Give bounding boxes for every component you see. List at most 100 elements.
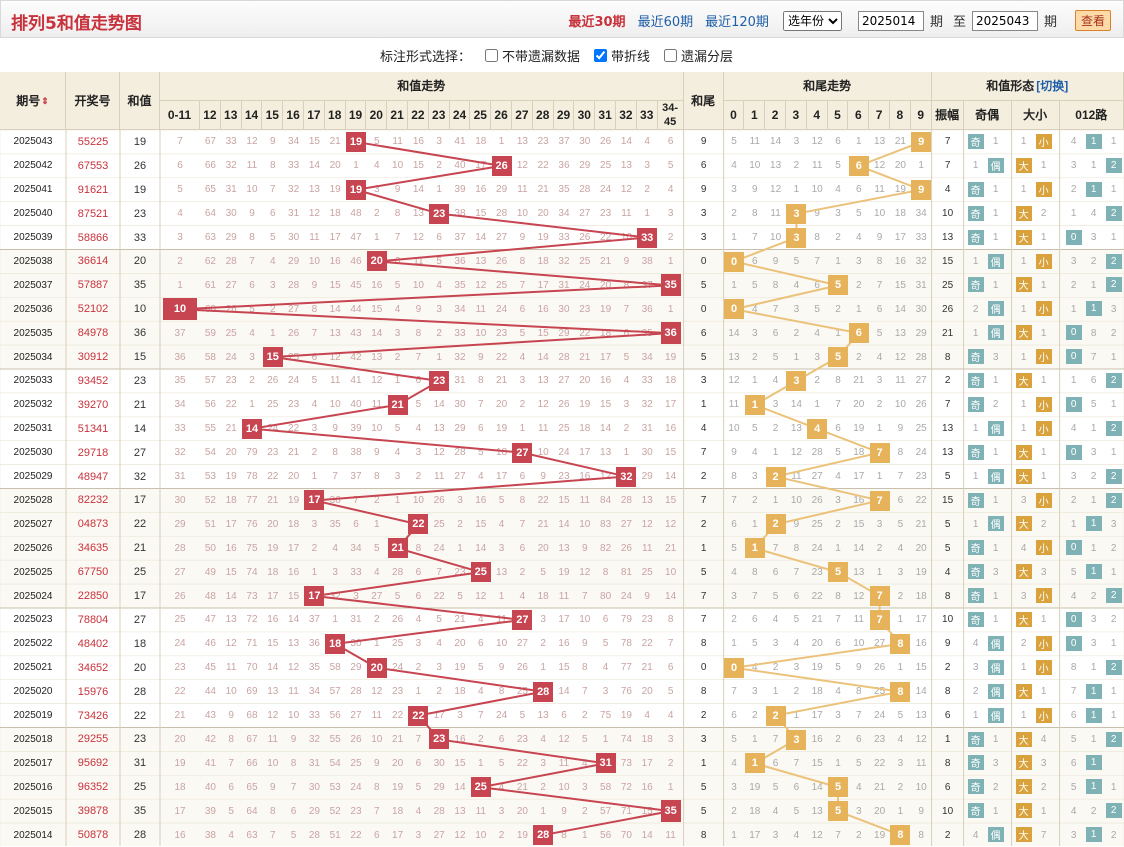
sum-col-header: 14 xyxy=(241,101,263,130)
issue-number: 2025031 xyxy=(13,423,53,435)
issue-number: 2025040 xyxy=(13,208,53,220)
sum-missing-count: 18 xyxy=(174,781,186,793)
route-badge: 2 xyxy=(1105,373,1122,388)
tail-missing-count: 17 xyxy=(811,710,823,722)
sum-missing-count: 77 xyxy=(620,662,632,674)
col-header-issue[interactable]: 期号 ⇕ xyxy=(0,72,66,130)
from-issue-input[interactable] xyxy=(857,10,924,31)
route-missing-count: 3 xyxy=(1090,232,1097,244)
sum-missing-count: 8 xyxy=(270,160,276,172)
link-recent-120[interactable]: 最近120期 xyxy=(705,15,769,30)
year-select[interactable]: 选年份 xyxy=(782,10,842,31)
to-prefix: 至 xyxy=(952,15,966,30)
sum-missing-count: 65 xyxy=(204,184,216,196)
sum-missing-count: 5 xyxy=(415,781,422,793)
tail-missing-count: 2 xyxy=(793,686,800,698)
tail-value: 2 xyxy=(700,471,707,483)
tail-missing-count: 26 xyxy=(915,399,927,411)
sum-missing-count: 21 xyxy=(454,614,466,626)
tail-missing-count: 5 xyxy=(814,303,820,315)
tail-missing-count: 6 xyxy=(793,781,800,793)
sum-missing-count: 18 xyxy=(392,805,404,817)
sum-missing-count: 5 xyxy=(436,255,442,267)
tail-value: 7 xyxy=(700,614,707,626)
sum-missing-count: 18 xyxy=(475,136,487,148)
sum-missing-count: 15 xyxy=(475,208,487,220)
route-missing-count: 1 xyxy=(1110,710,1117,722)
sum-missing-count: 2 xyxy=(374,208,380,220)
opt-polyline-checkbox[interactable] xyxy=(594,49,608,62)
to-issue-input[interactable] xyxy=(971,10,1038,31)
big-missing-count: 1 xyxy=(1020,351,1027,363)
tail-hit-marker: 3 xyxy=(786,729,807,750)
tail-missing-count: 20 xyxy=(894,160,906,172)
sum-missing-count: 12 xyxy=(454,829,466,841)
opt-layered[interactable]: 遗漏分层 xyxy=(664,46,733,65)
amplitude-value: 5 xyxy=(944,542,951,554)
sum-missing-count: 33 xyxy=(225,136,237,148)
sum-missing-count: 25 xyxy=(392,638,404,650)
route-missing-count: 5 xyxy=(1070,781,1077,793)
tail-missing-count: 10 xyxy=(728,423,740,435)
sum-missing-count: 6 xyxy=(415,566,422,578)
odd-badge: 奇 xyxy=(967,134,984,149)
link-recent-30[interactable]: 最近30期 xyxy=(568,15,626,30)
tail-missing-count: 2 xyxy=(835,518,841,530)
sum-col-header: 31 xyxy=(595,101,616,130)
tail-missing-count: 8 xyxy=(835,375,841,387)
sum-missing-count: 47 xyxy=(350,232,362,244)
opt-polyline[interactable]: 带折线 xyxy=(594,46,650,65)
switch-link[interactable]: [切换] xyxy=(1036,79,1069,93)
sum-missing-count: 12 xyxy=(600,471,612,483)
route-missing-count: 3 xyxy=(1090,638,1097,650)
sort-icon[interactable]: ⇕ xyxy=(41,95,49,106)
sum-missing-count: 68 xyxy=(246,710,258,722)
sum-missing-count: 11 xyxy=(538,423,549,435)
sum-missing-count: 3 xyxy=(436,136,442,148)
sum-missing-count: 3 xyxy=(415,447,422,459)
sum-missing-count: 12 xyxy=(267,710,279,722)
sum-missing-count: 17 xyxy=(496,471,508,483)
sum-hit-marker: 14 xyxy=(242,418,262,439)
tail-missing-count: 5 xyxy=(835,447,841,459)
view-button[interactable]: 查看 xyxy=(1074,10,1111,31)
odd-badge: 奇 xyxy=(967,181,984,197)
sum-missing-count: 39 xyxy=(454,184,466,196)
sum-col-header: 32 xyxy=(616,101,637,130)
sum-missing-count: 39 xyxy=(204,805,216,817)
sum-missing-count: 20 xyxy=(329,160,341,172)
sum-missing-count: 21 xyxy=(392,733,404,745)
sum-missing-count: 11 xyxy=(413,255,424,267)
tail-missing-count: 13 xyxy=(853,566,865,578)
opt-no-missing-checkbox[interactable] xyxy=(485,49,499,62)
even-badge: 偶 xyxy=(987,420,1004,436)
tail-missing-count: 17 xyxy=(915,614,927,626)
sum-missing-count: 1 xyxy=(332,614,338,626)
sum-missing-count: 6 xyxy=(623,327,630,339)
sum-missing-count: 10 xyxy=(579,518,591,530)
route-missing-count: 3 xyxy=(1070,471,1077,483)
tail-missing-count: 12 xyxy=(811,829,823,841)
tail-col-header: 4 xyxy=(806,101,828,130)
odd-badge: 奇 xyxy=(967,731,984,747)
sum-missing-count: 18 xyxy=(537,255,549,267)
col-header-tail: 和尾 xyxy=(683,72,724,130)
sum-missing-count: 3 xyxy=(540,614,546,626)
sum-missing-count: 4 xyxy=(667,184,674,196)
sum-missing-count: 7 xyxy=(374,805,380,817)
opt-layered-checkbox[interactable] xyxy=(664,49,678,62)
route-missing-count: 1 xyxy=(1090,423,1097,435)
amplitude-value: 1 xyxy=(944,733,951,745)
issue-number: 2025037 xyxy=(13,279,53,291)
link-recent-60[interactable]: 最近60期 xyxy=(637,15,694,30)
route-missing-count: 2 xyxy=(1110,327,1117,339)
even-missing-count: 1 xyxy=(992,542,999,554)
sum-value: 25 xyxy=(133,781,147,794)
opt-no-missing[interactable]: 不带遗漏数据 xyxy=(485,46,580,65)
route-badge: 1 xyxy=(1085,564,1102,580)
sum-missing-count: 25 xyxy=(288,351,300,363)
sum-missing-count: 2 xyxy=(394,351,401,363)
sum-missing-count: 7 xyxy=(478,710,484,722)
tail-missing-count: 1 xyxy=(856,136,862,148)
